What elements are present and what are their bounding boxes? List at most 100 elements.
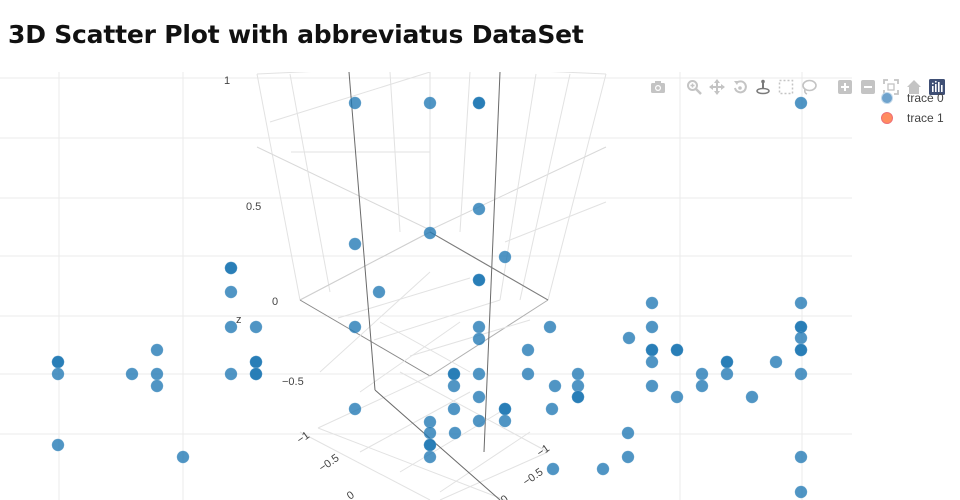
- data-point[interactable]: [645, 379, 659, 393]
- data-point[interactable]: [769, 355, 783, 369]
- data-point[interactable]: [150, 343, 164, 357]
- data-point[interactable]: [521, 343, 535, 357]
- data-point[interactable]: [423, 426, 437, 440]
- data-point[interactable]: [224, 367, 238, 381]
- data-point[interactable]: [447, 367, 461, 381]
- data-point[interactable]: [794, 320, 808, 334]
- data-point[interactable]: [472, 320, 486, 334]
- data-point[interactable]: [423, 226, 437, 240]
- data-point[interactable]: [423, 415, 437, 429]
- legend-item-trace-1[interactable]: trace 1: [872, 108, 960, 128]
- data-point[interactable]: [423, 450, 437, 464]
- data-point[interactable]: [571, 390, 585, 404]
- data-point[interactable]: [472, 202, 486, 216]
- data-point[interactable]: [546, 462, 560, 476]
- data-point[interactable]: [472, 96, 486, 110]
- data-point[interactable]: [498, 250, 512, 264]
- data-point[interactable]: [472, 414, 486, 428]
- data-point[interactable]: [423, 96, 437, 110]
- reset-axes-icon[interactable]: [905, 78, 923, 96]
- zoom-icon[interactable]: [685, 78, 703, 96]
- data-point[interactable]: [447, 402, 461, 416]
- data-point[interactable]: [794, 485, 808, 499]
- z-axis-tick: 0: [272, 296, 278, 308]
- data-point[interactable]: [621, 426, 635, 440]
- scene-gridline: [299, 431, 431, 500]
- data-point[interactable]: [794, 450, 808, 464]
- data-point[interactable]: [150, 379, 164, 393]
- data-point[interactable]: [543, 320, 557, 334]
- data-point[interactable]: [372, 285, 386, 299]
- data-point[interactable]: [695, 379, 709, 393]
- data-point[interactable]: [348, 96, 362, 110]
- data-point[interactable]: [794, 343, 808, 357]
- box-select-icon[interactable]: [777, 78, 795, 96]
- scene-gridline: [429, 231, 549, 301]
- data-point[interactable]: [498, 414, 512, 428]
- data-point[interactable]: [348, 402, 362, 416]
- turntable-rotation-icon[interactable]: [754, 78, 772, 96]
- background-grid: [0, 72, 852, 500]
- data-point[interactable]: [472, 332, 486, 346]
- data-point[interactable]: [249, 355, 263, 369]
- zoom-out-icon[interactable]: [859, 78, 877, 96]
- scene-gridline: [337, 277, 471, 319]
- camera-icon[interactable]: [649, 78, 667, 96]
- data-point[interactable]: [745, 390, 759, 404]
- data-point[interactable]: [472, 367, 486, 381]
- data-point[interactable]: [472, 273, 486, 287]
- data-point[interactable]: [621, 450, 635, 464]
- data-point[interactable]: [645, 296, 659, 310]
- data-point[interactable]: [596, 462, 610, 476]
- data-points[interactable]: [51, 96, 808, 499]
- data-point[interactable]: [150, 367, 164, 381]
- data-point[interactable]: [176, 450, 190, 464]
- orbit-rotation-icon[interactable]: [731, 78, 749, 96]
- data-point[interactable]: [622, 331, 636, 345]
- data-point[interactable]: [794, 331, 808, 345]
- data-point[interactable]: [521, 367, 535, 381]
- legend-item-trace-0[interactable]: trace 0: [872, 88, 960, 108]
- data-point[interactable]: [794, 96, 808, 110]
- data-point[interactable]: [695, 367, 709, 381]
- y-axis-tick: 0: [499, 493, 511, 500]
- data-point[interactable]: [224, 285, 238, 299]
- data-point[interactable]: [645, 343, 659, 357]
- data-point[interactable]: [51, 355, 65, 369]
- data-point[interactable]: [670, 343, 684, 357]
- data-point[interactable]: [545, 402, 559, 416]
- data-point[interactable]: [348, 320, 362, 334]
- data-point[interactable]: [125, 367, 139, 381]
- y-axis-tick: −1: [535, 442, 552, 459]
- data-point[interactable]: [571, 367, 585, 381]
- data-point[interactable]: [51, 438, 65, 452]
- data-point[interactable]: [645, 320, 659, 334]
- plotly-logo[interactable]: [928, 78, 946, 96]
- data-point[interactable]: [720, 355, 734, 369]
- data-point[interactable]: [51, 367, 65, 381]
- plot-area[interactable]: 1 0.5 0 −0.5 z −1 −0.5 0 −1 −0.5 0: [0, 72, 960, 500]
- data-point[interactable]: [720, 367, 734, 381]
- data-point[interactable]: [224, 261, 238, 275]
- data-point[interactable]: [224, 320, 238, 334]
- data-point[interactable]: [670, 390, 684, 404]
- data-point[interactable]: [571, 379, 585, 393]
- data-point[interactable]: [249, 320, 263, 334]
- data-point[interactable]: [249, 367, 263, 381]
- data-point[interactable]: [348, 237, 362, 251]
- data-point[interactable]: [448, 426, 462, 440]
- x-axis-tick: 0: [345, 489, 357, 500]
- data-point[interactable]: [794, 367, 808, 381]
- scatter-3d-plot[interactable]: 1 0.5 0 −0.5 z −1 −0.5 0 −1 −0.5 0: [0, 72, 960, 500]
- data-point[interactable]: [447, 379, 461, 393]
- data-point[interactable]: [548, 379, 562, 393]
- autoscale-icon[interactable]: [882, 78, 900, 96]
- data-point[interactable]: [498, 402, 512, 416]
- pan-icon[interactable]: [708, 78, 726, 96]
- data-point[interactable]: [423, 438, 437, 452]
- data-point[interactable]: [645, 355, 659, 369]
- data-point[interactable]: [472, 390, 486, 404]
- lasso-select-icon[interactable]: [800, 78, 818, 96]
- data-point[interactable]: [794, 296, 808, 310]
- zoom-in-icon[interactable]: [836, 78, 854, 96]
